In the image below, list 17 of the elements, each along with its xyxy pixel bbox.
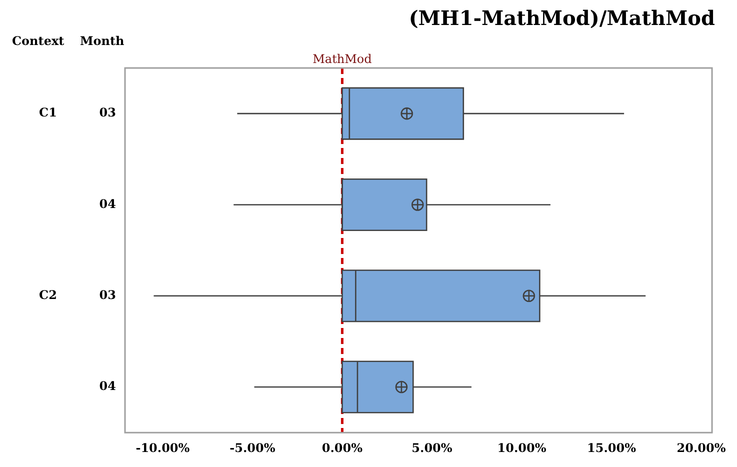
x-tick-label: 0.00% bbox=[322, 440, 364, 455]
text: C2 bbox=[39, 288, 57, 302]
ref-line-label: MathMod bbox=[312, 52, 372, 66]
x-tick-label: 20.00% bbox=[676, 440, 726, 455]
y-tick-label: 03 bbox=[99, 106, 116, 120]
chart-title: (MH1-MathMod)/MathMod bbox=[408, 6, 716, 30]
y-tick-label: 04 bbox=[99, 379, 116, 394]
x-tick-label: -10.00% bbox=[136, 440, 190, 455]
x-tick-label: 10.00% bbox=[497, 440, 547, 455]
text: C1 bbox=[39, 106, 57, 120]
x-tick-label: 5.00% bbox=[412, 440, 453, 455]
x-tick-label: -5.00% bbox=[230, 440, 276, 455]
y-tick-label: 04 bbox=[99, 196, 116, 211]
text: Month bbox=[80, 34, 125, 48]
text: Context bbox=[12, 34, 65, 48]
y-tick-label: 03 bbox=[99, 288, 116, 302]
x-tick-label: 15.00% bbox=[587, 440, 637, 455]
